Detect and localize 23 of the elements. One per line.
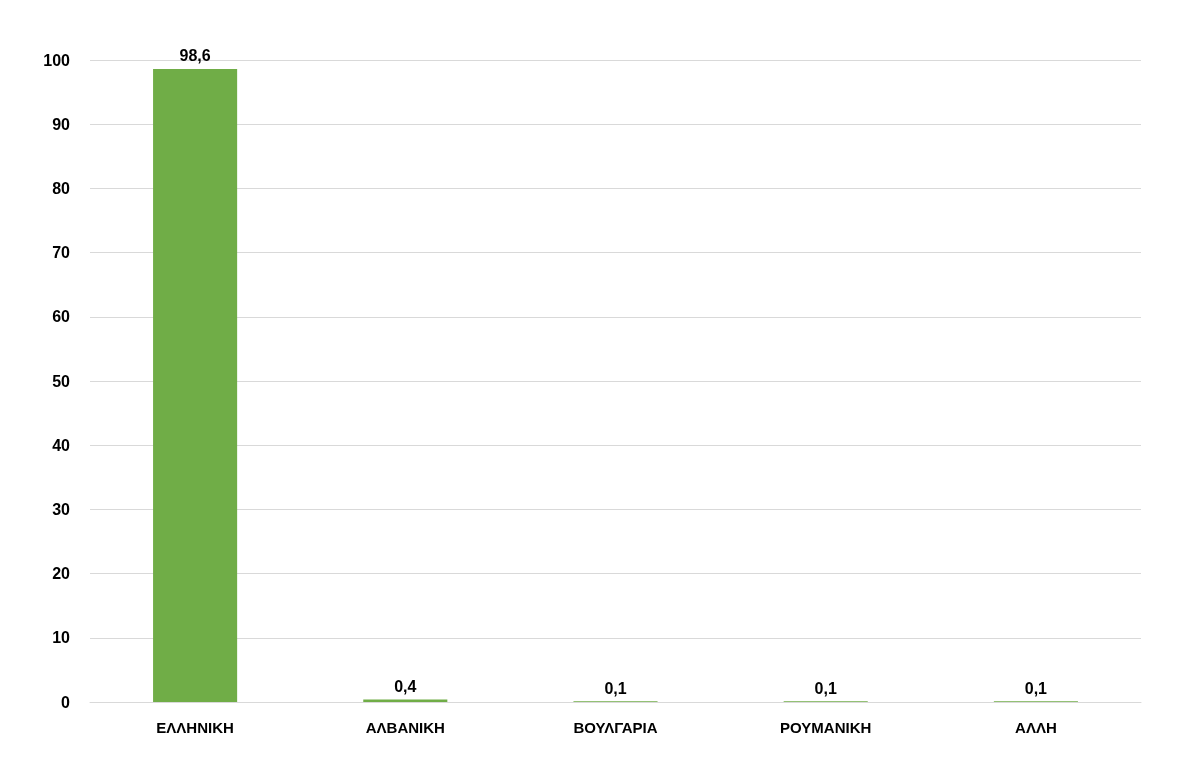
y-tick-label: 50 — [52, 372, 71, 390]
x-tick-label: ΕΛΛΗΝΙΚΗ — [156, 719, 234, 736]
y-tick-label: 0 — [61, 693, 71, 711]
x-tick-label: ΡΟΥΜΑΝΙΚΗ — [780, 719, 872, 736]
x-tick-label: ΑΛΛΗ — [1015, 719, 1057, 736]
y-tick-label: 10 — [52, 629, 71, 647]
y-tick-label: 20 — [52, 565, 71, 583]
y-tick-label: 60 — [52, 308, 71, 326]
data-label: 0,1 — [814, 679, 837, 697]
data-label: 98,6 — [179, 47, 211, 65]
data-label: 0,1 — [1024, 679, 1048, 697]
data-label: 0,4 — [394, 677, 417, 695]
y-tick-label: 40 — [52, 436, 71, 454]
y-tick-label: 70 — [52, 244, 71, 262]
x-tick-label: ΑΛΒΑΝΙΚΗ — [365, 719, 445, 736]
y-tick-label: 30 — [52, 500, 71, 518]
y-tick-label: 100 — [43, 51, 71, 69]
y-tick-label: 90 — [52, 115, 71, 133]
bar — [153, 68, 238, 702]
y-tick-label: 80 — [52, 179, 71, 197]
x-tick-label: ΒΟΥΛΓΑΡΙΑ — [573, 719, 658, 736]
data-label: 0,1 — [604, 679, 627, 697]
bar — [363, 699, 448, 702]
